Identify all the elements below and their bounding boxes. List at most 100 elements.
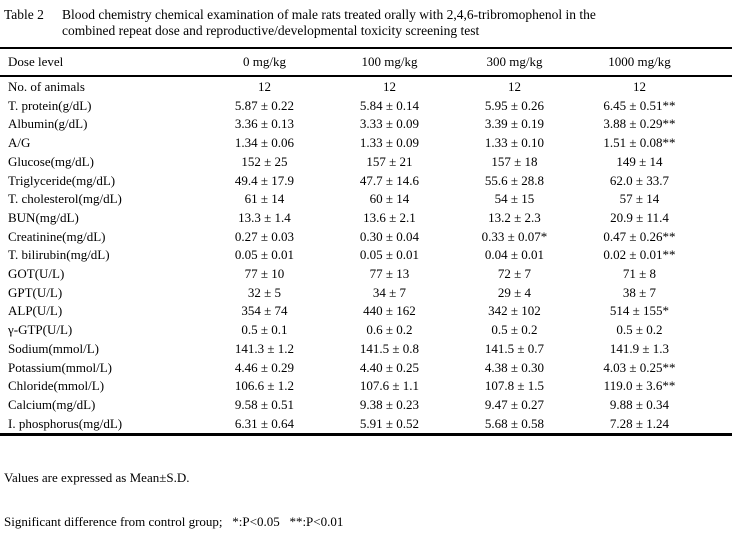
table-body: No. of animals 12 12 12 12 T. protein(g/dL) 5.… (0, 76, 732, 435)
value-cell: 149 ± 14 (616, 153, 663, 169)
row-label: T. protein(g/dL) (8, 97, 92, 113)
table-row: T. cholesterol(mg/dL) 61 ± 14 60 ± 14 54 ± … (0, 190, 732, 209)
value-cell: 5.87 ± 0.22 (234, 97, 295, 113)
value-cell: 107.6 ± 1.1 (359, 378, 420, 394)
value-cell: 0.02 ± 0.01** (603, 247, 676, 263)
row-label: GOT(U/L) (8, 266, 65, 282)
column-header-300mgkg: 300 mg/kg (452, 48, 577, 77)
table-number: Table 2 (4, 7, 44, 22)
value-cell: 77 ± 10 (244, 266, 285, 282)
row-label: T. cholesterol(mg/dL) (8, 191, 122, 207)
value-cell: 61 ± 14 (244, 191, 285, 207)
table-row: Calcium(mg/dL) 9.58 ± 0.51 9.38 ± 0.23 9.47… (0, 396, 732, 415)
value-cell: 0.27 ± 0.03 (234, 228, 295, 244)
value-cell: 0.33 ± 0.07* (481, 228, 548, 244)
row-label: Triglyceride(mg/dL) (8, 172, 116, 188)
row-label: Glucose(mg/dL) (8, 153, 94, 169)
value-cell: 354 ± 74 (241, 303, 288, 319)
row-label: GPT(U/L) (8, 284, 63, 300)
value-cell: 57 ± 14 (619, 191, 660, 207)
value-cell: 47.7 ± 14.6 (359, 172, 420, 188)
row-label: No. of animals (8, 79, 85, 94)
column-header-1000mgkg: 1000 mg/kg (577, 48, 732, 77)
value-cell: 34 ± 7 (372, 284, 407, 300)
value-cell: 141.3 ± 1.2 (234, 340, 295, 356)
row-label: Potassium(mmol/L) (8, 359, 112, 375)
value-cell: 4.03 ± 0.25** (603, 359, 676, 375)
value-cell: 13.6 ± 2.1 (363, 209, 416, 225)
value-cell: 440 ± 162 (363, 303, 416, 319)
row-label: γ-GTP(U/L) (8, 322, 73, 338)
table-row: Albumin(g/dL) 3.36 ± 0.13 3.33 ± 0.09 3.39 … (0, 115, 732, 134)
value-cell: 0.04 ± 0.01 (484, 247, 545, 263)
table-row: I. phosphorus(mg/dL) 6.31 ± 0.64 5.91 ± 0.… (0, 415, 732, 435)
value-cell: 5.95 ± 0.26 (484, 97, 545, 113)
table-row: Creatinine(mg/dL) 0.27 ± 0.03 0.30 ± 0.04 0… (0, 228, 732, 247)
value-cell: 157 ± 21 (366, 153, 413, 169)
value-cell: 1.51 ± 0.08** (603, 135, 676, 151)
value-cell: 342 ± 102 (488, 303, 541, 319)
value-cell: 12 (258, 79, 271, 94)
value-cell: 71 ± 8 (622, 266, 657, 282)
row-label: ALP(U/L) (8, 303, 63, 319)
value-cell: 141.5 ± 0.7 (484, 340, 545, 356)
value-cell: 4.46 ± 0.29 (234, 359, 295, 375)
value-cell: 13.3 ± 1.4 (238, 209, 291, 225)
table-title: Blood chemistry chemical examination of … (62, 7, 724, 38)
row-label: BUN(mg/dL) (8, 209, 79, 225)
value-cell: 0.30 ± 0.04 (359, 228, 420, 244)
value-cell: 9.88 ± 0.34 (609, 396, 670, 412)
value-cell: 119.0 ± 3.6** (603, 378, 676, 394)
footnotes: Values are expressed as Mean±S.D. Signif… (4, 442, 732, 558)
value-cell: 0.5 ± 0.1 (241, 322, 288, 338)
row-label: I. phosphorus(mg/dL) (8, 415, 123, 431)
value-cell: 106.6 ± 1.2 (234, 378, 295, 394)
value-cell: 3.36 ± 0.13 (234, 116, 295, 132)
value-cell: 152 ± 25 (241, 153, 288, 169)
row-label: Albumin(g/dL) (8, 116, 88, 132)
column-header-100mgkg: 100 mg/kg (327, 48, 452, 77)
value-cell: 0.5 ± 0.2 (491, 322, 538, 338)
value-cell: 13.2 ± 2.3 (488, 209, 541, 225)
value-cell: 3.39 ± 0.19 (484, 116, 545, 132)
header-row: Dose level 0 mg/kg 100 mg/kg 300 mg/kg 1… (0, 48, 732, 77)
table-row: Chloride(mmol/L) 106.6 ± 1.2 107.6 ± 1.1 10… (0, 377, 732, 396)
value-cell: 77 ± 13 (369, 266, 410, 282)
value-cell: 20.9 ± 11.4 (610, 209, 669, 225)
footnote-mean-sd: Values are expressed as Mean±S.D. (4, 470, 190, 486)
value-cell: 1.33 ± 0.10 (484, 135, 545, 151)
table-row: Sodium(mmol/L) 141.3 ± 1.2 141.5 ± 0.8 141.… (0, 340, 732, 359)
value-cell: 12 (633, 79, 646, 94)
column-header-dose-level: Dose level (0, 48, 202, 77)
row-label: Calcium(mg/dL) (8, 396, 96, 412)
value-cell: 1.33 ± 0.09 (359, 135, 420, 151)
row-label: T. bilirubin(mg/dL) (8, 247, 110, 263)
value-cell: 7.28 ± 1.24 (609, 415, 670, 431)
value-cell: 141.9 ± 1.3 (609, 340, 670, 356)
value-cell: 5.91 ± 0.52 (359, 415, 420, 431)
value-cell: 514 ± 155* (609, 303, 670, 319)
value-cell: 9.47 ± 0.27 (484, 396, 545, 412)
table-caption: Table 2 Blood chemistry chemical examina… (4, 7, 724, 38)
value-cell: 72 ± 7 (497, 266, 532, 282)
table-title-line1: Blood chemistry chemical examination of … (62, 7, 596, 22)
table-title-line2: combined repeat dose and reproductive/de… (62, 22, 480, 38)
value-cell: 29 ± 4 (497, 284, 532, 300)
table-row: Glucose(mg/dL) 152 ± 25 157 ± 21 157 ± 18 14… (0, 153, 732, 172)
value-cell: 157 ± 18 (491, 153, 538, 169)
table-row: γ-GTP(U/L) 0.5 ± 0.1 0.6 ± 0.2 0.5 ± 0.2 0.5… (0, 321, 732, 340)
value-cell: 0.05 ± 0.01 (359, 247, 420, 263)
value-cell: 6.31 ± 0.64 (234, 415, 295, 431)
value-cell: 12 (508, 79, 521, 94)
value-cell: 32 ± 5 (247, 284, 282, 300)
row-label: Creatinine(mg/dL) (8, 228, 106, 244)
blood-chemistry-table: Dose level 0 mg/kg 100 mg/kg 300 mg/kg 1… (0, 47, 732, 437)
value-cell: 0.05 ± 0.01 (234, 247, 295, 263)
value-cell: 141.5 ± 0.8 (359, 340, 420, 356)
value-cell: 0.47 ± 0.26** (603, 228, 676, 244)
footnote-significance: Significant difference from control grou… (4, 513, 344, 529)
table-row: No. of animals 12 12 12 12 (0, 76, 732, 97)
table-row: A/G 1.34 ± 0.06 1.33 ± 0.09 1.33 ± 0.10 1.51… (0, 134, 732, 153)
value-cell: 62.0 ± 33.7 (609, 172, 670, 188)
row-label: A/G (8, 135, 31, 151)
